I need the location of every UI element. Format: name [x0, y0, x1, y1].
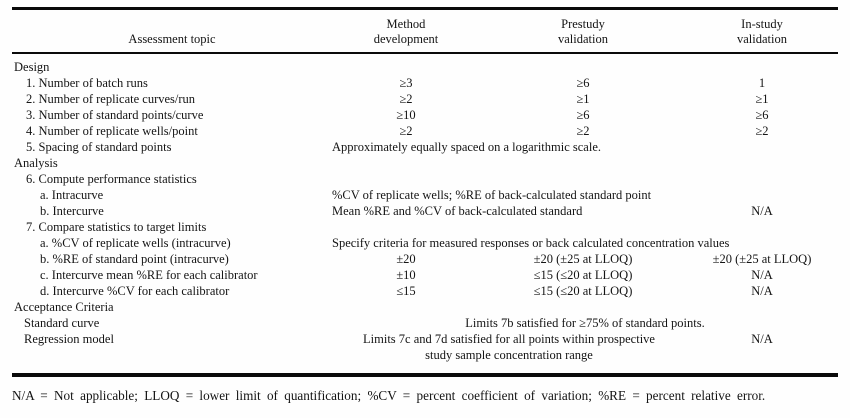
- value-cell-instudy: N/A: [751, 204, 773, 218]
- header-line: Method: [386, 17, 426, 31]
- table-header-row: Assessment topic Method development Pres…: [12, 10, 838, 52]
- topic-cell: b. Intercurve: [40, 204, 104, 218]
- table-row: b. Intercurve Mean %RE and %CV of back-c…: [12, 203, 838, 219]
- value-cell-prestudy: ≥6: [576, 108, 590, 122]
- header-line: development: [373, 32, 439, 46]
- column-header-assessment-topic: Assessment topic: [12, 10, 332, 52]
- table-row: d. Intercurve %CV for each calibrator ≤1…: [12, 283, 838, 299]
- spanning-value-cell: Specify criteria for measured responses …: [332, 236, 730, 250]
- header-line: Prestudy: [561, 17, 605, 31]
- topic-cell: Standard curve: [24, 316, 100, 330]
- table-row-section-acceptance-criteria: Acceptance Criteria: [12, 299, 838, 315]
- value-cell-instudy: ≥1: [755, 92, 769, 106]
- table-footnote: N/A = Not applicable; LLOQ = lower limit…: [12, 388, 766, 403]
- value-cell-method: ±20: [396, 252, 416, 266]
- value-cell-prestudy: ±20 (±25 at LLOQ): [533, 252, 633, 266]
- header-line: validation: [737, 32, 787, 46]
- section-label: Acceptance Criteria: [14, 300, 114, 314]
- topic-cell: 6. Compute performance statistics: [26, 172, 197, 186]
- table-header-rule: [12, 52, 838, 54]
- table-row: 7. Compare statistics to target limits: [12, 219, 838, 235]
- value-cell-instudy: 1: [758, 76, 766, 90]
- header-line: In-study: [741, 17, 783, 31]
- value-cell-instudy: ±20 (±25 at LLOQ): [712, 252, 812, 266]
- table-body: Design 1. Number of batch runs ≥3 ≥6 1 2…: [12, 54, 838, 373]
- topic-cell: 3. Number of standard points/curve: [26, 108, 204, 122]
- value-cell-instudy: N/A: [751, 284, 773, 298]
- topic-cell: Regression model: [24, 332, 114, 346]
- topic-cell: b. %RE of standard point (intracurve): [40, 252, 229, 266]
- value-cell-method: ≥2: [399, 124, 413, 138]
- value-cell-method: ≥3: [399, 76, 413, 90]
- table-row: 5. Spacing of standard points Approximat…: [12, 139, 838, 155]
- table-row: c. Intercurve mean %RE for each calibrat…: [12, 267, 838, 283]
- value-cell-prestudy: ≥2: [576, 124, 590, 138]
- table-row: 2. Number of replicate curves/run ≥2 ≥1 …: [12, 91, 838, 107]
- section-label: Design: [14, 60, 50, 74]
- value-cell-instudy: ≥2: [755, 124, 769, 138]
- table-row: a. Intracurve %CV of replicate wells; %R…: [12, 187, 838, 203]
- table-row: 3. Number of standard points/curve ≥10 ≥…: [12, 107, 838, 123]
- topic-cell: 1. Number of batch runs: [26, 76, 148, 90]
- value-cell-method: ≥2: [399, 92, 413, 106]
- value-cell-prestudy: ≤15 (≤20 at LLOQ): [533, 284, 633, 298]
- topic-cell: 7. Compare statistics to target limits: [26, 220, 207, 234]
- topic-cell: a. Intracurve: [40, 188, 104, 202]
- table-bottom-rule: [12, 373, 838, 377]
- topic-cell: d. Intercurve %CV for each calibrator: [40, 284, 230, 298]
- column-header-instudy-validation: In-study validation: [686, 10, 838, 52]
- value-cell-prestudy: ≥6: [576, 76, 590, 90]
- column-header-method-development: Method development: [332, 10, 480, 52]
- header-label: Assessment topic: [128, 32, 216, 46]
- topic-cell: 2. Number of replicate curves/run: [26, 92, 196, 106]
- table-row: Standard curve Limits 7b satisfied for ≥…: [12, 315, 838, 331]
- topic-cell: c. Intercurve mean %RE for each calibrat…: [40, 268, 258, 282]
- table-row-section-analysis: Analysis: [12, 155, 838, 171]
- spanning-value-cell: %CV of replicate wells; %RE of back-calc…: [332, 188, 652, 202]
- header-line: validation: [558, 32, 608, 46]
- table-row: 6. Compute performance statistics: [12, 171, 838, 187]
- table-top-rule: [12, 7, 838, 10]
- value-cell-method: ±10: [396, 268, 416, 282]
- spanning-value-cell: Limits 7b satisfied for ≥75% of standard…: [465, 316, 705, 330]
- value-cell-prestudy: ≥1: [576, 92, 590, 106]
- value-cell-instudy: ≥6: [755, 108, 769, 122]
- table-row: b. %RE of standard point (intracurve) ±2…: [12, 251, 838, 267]
- table-row: a. %CV of replicate wells (intracurve) S…: [12, 235, 838, 251]
- topic-cell: 4. Number of replicate wells/point: [26, 124, 198, 138]
- table-row: 1. Number of batch runs ≥3 ≥6 1: [12, 75, 838, 91]
- table-row: Regression model Limits 7c and 7d satisf…: [12, 331, 838, 363]
- value-cell-instudy: N/A: [751, 268, 773, 282]
- spanning-value-cell: Approximately equally spaced on a logari…: [332, 140, 602, 154]
- table-row-section-design: Design: [12, 59, 838, 75]
- value-cell-method: ≥10: [396, 108, 416, 122]
- spanning-value-line: Limits 7c and 7d satisfied for all point…: [363, 332, 655, 346]
- table-row: 4. Number of replicate wells/point ≥2 ≥2…: [12, 123, 838, 139]
- spanning-value-cell: Limits 7c and 7d satisfied for all point…: [332, 331, 686, 363]
- section-label: Analysis: [14, 156, 58, 170]
- value-cell-method: ≤15: [396, 284, 416, 298]
- column-header-prestudy-validation: Prestudy validation: [480, 10, 686, 52]
- value-cell-prestudy: ≤15 (≤20 at LLOQ): [533, 268, 633, 282]
- topic-cell: 5. Spacing of standard points: [26, 140, 172, 154]
- spanning-value-line: study sample concentration range: [425, 348, 593, 362]
- topic-cell: a. %CV of replicate wells (intracurve): [40, 236, 231, 250]
- spanning-value-cell: Mean %RE and %CV of back-calculated stan…: [332, 204, 583, 218]
- value-cell-instudy: N/A: [751, 332, 773, 346]
